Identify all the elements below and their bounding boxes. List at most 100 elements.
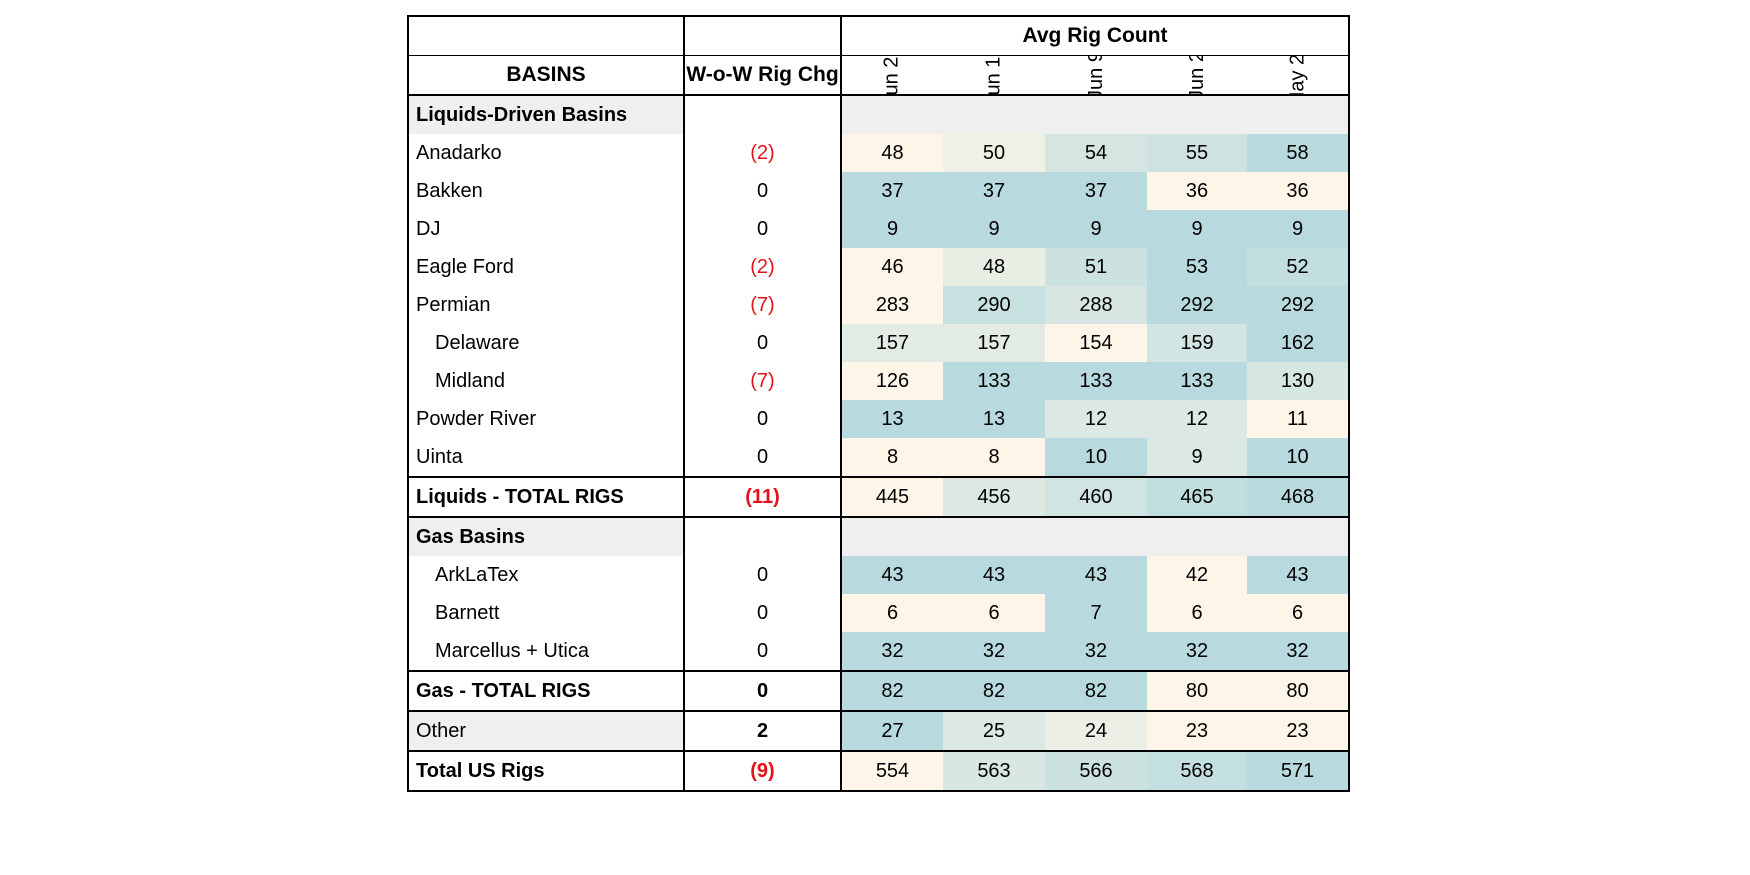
rig-count-cell: 9 <box>943 210 1045 248</box>
rig-count-cell: 554 <box>841 750 943 792</box>
table-row: ArkLaTex 0 43 43 43 42 43 <box>408 556 1349 594</box>
wow-change: (2) <box>684 248 842 286</box>
wow-change: 0 <box>684 438 842 477</box>
rig-count-cell: 37 <box>841 172 943 210</box>
section-change-blank <box>684 517 842 556</box>
header-blank-basins <box>408 16 685 56</box>
basin-name: Barnett <box>408 594 685 632</box>
rig-count-cell: 50 <box>943 134 1045 172</box>
week-label: Jun 2 <box>1185 55 1208 95</box>
rig-count-cell: 80 <box>1247 670 1349 712</box>
week-label: Jun 16 <box>982 55 1005 95</box>
wow-change: 0 <box>684 670 842 712</box>
rig-count-cell: 32 <box>841 632 943 671</box>
basin-name: Midland <box>408 362 685 400</box>
rig-count-cell: 456 <box>943 476 1045 518</box>
rig-count-cell: 133 <box>1147 362 1247 400</box>
rig-count-cell: 27 <box>841 711 943 751</box>
rig-count-cell: 563 <box>943 750 1045 792</box>
rig-count-cell: 32 <box>943 632 1045 671</box>
section-label: Liquids-Driven Basins <box>408 95 685 134</box>
rig-count-cell: 58 <box>1247 134 1349 172</box>
rig-count-cell: 468 <box>1247 476 1349 518</box>
basin-name: DJ <box>408 210 685 248</box>
basin-name: Powder River <box>408 400 685 438</box>
basin-name: Uinta <box>408 438 685 477</box>
rig-count-cell: 8 <box>841 438 943 477</box>
rig-count-cell: 32 <box>1247 632 1349 671</box>
table-row: Powder River 0 13 13 12 12 11 <box>408 400 1349 438</box>
table-row: Marcellus + Utica 0 32 32 32 32 32 <box>408 632 1349 671</box>
avg-rig-count-header: Avg Rig Count <box>841 16 1349 56</box>
rig-count-cell: 53 <box>1147 248 1247 286</box>
rig-count-cell: 23 <box>1247 711 1349 751</box>
section-row: Gas Basins <box>408 517 1349 556</box>
rig-count-cell: 8 <box>943 438 1045 477</box>
wow-change: (2) <box>684 134 842 172</box>
basin-name: Bakken <box>408 172 685 210</box>
week-header: May 26 <box>1247 55 1349 96</box>
rig-count-cell: 6 <box>841 594 943 632</box>
section-label: Gas Basins <box>408 517 685 556</box>
rig-count-cell: 43 <box>841 556 943 594</box>
basin-name: Other <box>408 711 685 751</box>
table-row: Uinta 0 8 8 10 9 10 <box>408 438 1349 477</box>
basin-name: Liquids - TOTAL RIGS <box>408 476 685 518</box>
rig-count-cell: 12 <box>1147 400 1247 438</box>
rig-count-cell: 6 <box>943 594 1045 632</box>
rig-count-cell: 80 <box>1147 670 1247 712</box>
rig-count-cell: 9 <box>841 210 943 248</box>
rig-count-cell: 126 <box>841 362 943 400</box>
rig-count-cell: 42 <box>1147 556 1247 594</box>
rig-table-body: Liquids-Driven Basins Anadarko (2) 48 50 54 55… <box>408 95 1349 792</box>
wow-change: 0 <box>684 594 842 632</box>
table-row: Delaware 0 157 157 154 159 162 <box>408 324 1349 362</box>
rig-count-cell: 10 <box>1247 438 1349 477</box>
wow-change: 0 <box>684 400 842 438</box>
wow-change: 0 <box>684 324 842 362</box>
rig-count-cell: 566 <box>1045 750 1147 792</box>
week-label: Jun 23 <box>881 55 903 95</box>
rig-count-cell: 162 <box>1247 324 1349 362</box>
rig-count-cell: 292 <box>1247 286 1349 324</box>
rig-count-cell: 10 <box>1045 438 1147 477</box>
rig-count-cell: 9 <box>1147 210 1247 248</box>
total-row: Gas - TOTAL RIGS 0 82 82 82 80 80 <box>408 670 1349 712</box>
rig-count-cell: 24 <box>1045 711 1147 751</box>
wow-change-header: W-o-W Rig Chg <box>684 55 842 96</box>
week-header: Jun 9 <box>1045 55 1147 96</box>
wow-change: 0 <box>684 172 842 210</box>
wow-change: 0 <box>684 556 842 594</box>
rig-count-cell: 82 <box>1045 670 1147 712</box>
rig-count-cell: 9 <box>1147 438 1247 477</box>
rig-count-cell: 460 <box>1045 476 1147 518</box>
rig-count-cell: 133 <box>943 362 1045 400</box>
basin-name: Delaware <box>408 324 685 362</box>
wow-change: (11) <box>684 476 842 518</box>
rig-count-cell: 48 <box>943 248 1045 286</box>
rig-count-cell: 23 <box>1147 711 1247 751</box>
rig-count-table: Avg Rig Count BASINS W-o-W Rig Chg Jun 2… <box>407 15 1350 792</box>
rig-count-cell: 43 <box>1045 556 1147 594</box>
rig-count-cell: 52 <box>1247 248 1349 286</box>
rig-count-cell: 82 <box>943 670 1045 712</box>
wow-change-header-text: W-o-W Rig Chg <box>686 63 839 86</box>
rig-count-cell: 54 <box>1045 134 1147 172</box>
rig-count-cell: 568 <box>1147 750 1247 792</box>
wow-change: 0 <box>684 632 842 671</box>
rig-count-cell: 465 <box>1147 476 1247 518</box>
rig-count-cell: 82 <box>841 670 943 712</box>
rig-count-cell: 13 <box>943 400 1045 438</box>
rig-count-cell: 25 <box>943 711 1045 751</box>
table-row: Barnett 0 6 6 7 6 6 <box>408 594 1349 632</box>
week-header: Jun 16 <box>943 55 1045 96</box>
basin-name: ArkLaTex <box>408 556 685 594</box>
rig-count-cell: 288 <box>1045 286 1147 324</box>
other-row: Other 2 27 25 24 23 23 <box>408 711 1349 751</box>
rig-count-cell: 571 <box>1247 750 1349 792</box>
rig-count-cell: 130 <box>1247 362 1349 400</box>
rig-count-cell: 43 <box>943 556 1045 594</box>
rig-count-cell: 51 <box>1045 248 1147 286</box>
total-row: Liquids - TOTAL RIGS (11) 445 456 460 465 468 <box>408 476 1349 518</box>
rig-count-cell: 36 <box>1147 172 1247 210</box>
